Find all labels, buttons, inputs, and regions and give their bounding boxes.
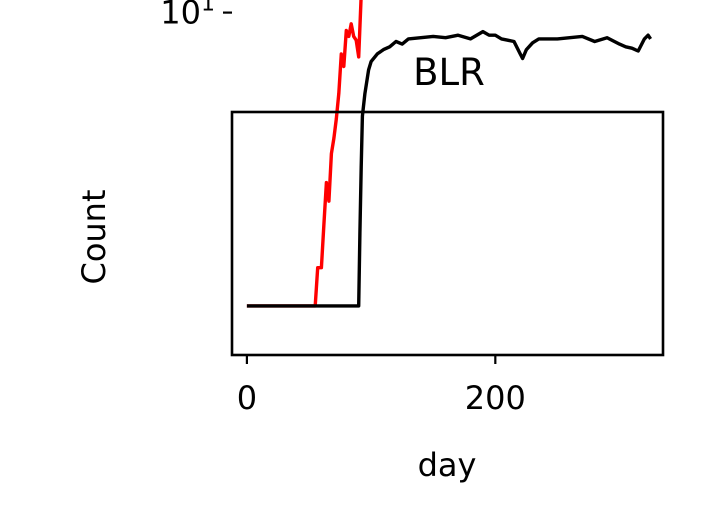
x-tick-label: 0	[237, 379, 257, 417]
series-line-2	[246, 29, 653, 308]
chart-title: BLR	[413, 51, 485, 94]
plot-frame	[230, 110, 665, 357]
y-axis-ticks: 101	[160, 0, 232, 32]
y-axis-label: Count	[75, 189, 113, 284]
x-tick-label: 200	[465, 379, 526, 417]
series-lines	[246, 0, 653, 308]
x-axis-ticks: 0 200	[237, 355, 526, 417]
x-axis-label: day	[418, 446, 477, 484]
y-tick-label: 101	[160, 0, 215, 32]
series-line-1	[246, 0, 363, 308]
